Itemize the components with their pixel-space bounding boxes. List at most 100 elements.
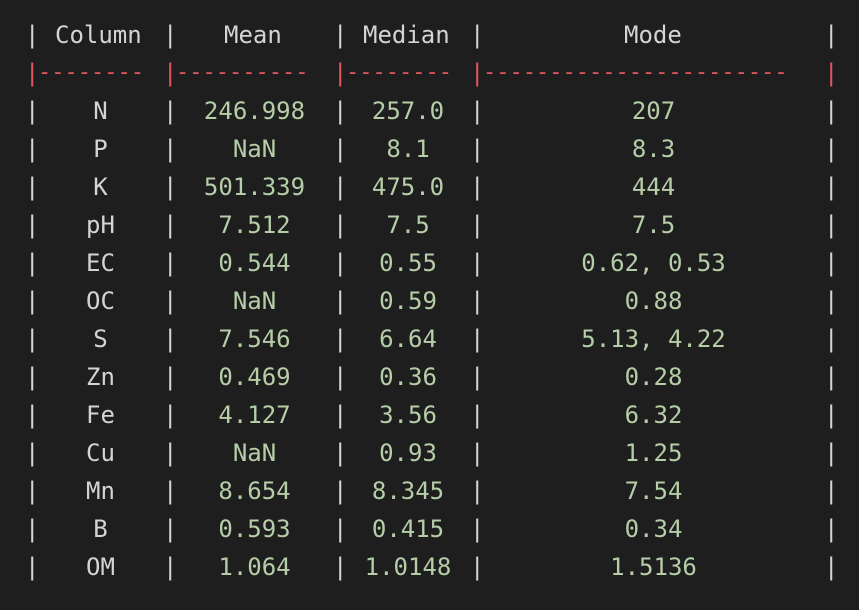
table-row: | | | | | OC NaN 0.59 0.88 [0, 282, 859, 320]
pipe: | [470, 211, 485, 239]
pipe: | [333, 287, 348, 315]
pipe: | [163, 135, 178, 163]
header-mode: Mode [624, 21, 682, 49]
pipe: | [333, 173, 348, 201]
pipe: | [824, 249, 839, 277]
cell-mode: 6.32 [624, 401, 683, 429]
pipe: | [25, 249, 40, 277]
pipe: | [470, 363, 485, 391]
pipe: | [333, 21, 348, 49]
pipe: | [163, 173, 178, 201]
pipe: | [25, 135, 40, 163]
pipe: | [333, 249, 348, 277]
cell-column: S [93, 325, 108, 353]
pipe: | [163, 515, 178, 543]
separator-pipe: | [470, 59, 485, 87]
cell-median: 0.55 [379, 249, 437, 277]
pipe: | [333, 515, 348, 543]
pipe: | [470, 135, 485, 163]
pipe: | [470, 477, 485, 505]
table-row: | | | | | B 0.593 0.415 0.34 [0, 510, 859, 548]
cell-median: 475.0 [371, 173, 445, 201]
pipe: | [824, 553, 839, 581]
table-row: | | | | | N 246.998 257.0 207 [0, 92, 859, 130]
cell-mode: 1.5136 [610, 553, 697, 581]
cell-column: Mn [86, 477, 115, 505]
pipe: | [824, 21, 839, 49]
cell-median: 0.415 [371, 515, 445, 543]
pipe: | [25, 97, 40, 125]
pipe: | [824, 401, 839, 429]
pipe: | [470, 401, 485, 429]
pipe: | [25, 477, 40, 505]
pipe: | [163, 401, 178, 429]
cell-mode: 5.13, 4.22 [581, 325, 726, 353]
pipe: | [333, 439, 348, 467]
pipe: | [824, 477, 839, 505]
pipe: | [333, 325, 348, 353]
pipe: | [163, 553, 178, 581]
cell-column: Fe [86, 401, 115, 429]
cell-mean: 0.544 [218, 249, 291, 277]
cell-mode: 8.3 [631, 135, 676, 163]
separator-pipe: | [333, 59, 348, 87]
cell-column: N [93, 97, 108, 125]
pipe: | [25, 553, 40, 581]
separator-dashes: -------- [38, 60, 144, 85]
cell-column: pH [86, 211, 115, 239]
pipe: | [25, 363, 40, 391]
pipe: | [25, 287, 40, 315]
cell-column: EC [86, 249, 115, 277]
cell-mode: 7.5 [631, 211, 676, 239]
pipe: | [824, 515, 839, 543]
cell-mean: 8.654 [218, 477, 291, 505]
cell-column: Cu [86, 439, 115, 467]
cell-mode: 0.28 [624, 363, 683, 391]
table-row: | | | | | Zn 0.469 0.36 0.28 [0, 358, 859, 396]
cell-median: 7.5 [386, 211, 430, 239]
cell-median: 257.0 [371, 97, 445, 125]
cell-median: 0.36 [379, 363, 437, 391]
pipe: | [824, 363, 839, 391]
table-row: | | | | | pH 7.512 7.5 7.5 [0, 206, 859, 244]
table-row: | | | | | S 7.546 6.64 5.13, 4.22 [0, 320, 859, 358]
pipe: | [163, 439, 178, 467]
pipe: | [470, 249, 485, 277]
separator-pipe: | [25, 59, 40, 87]
pipe: | [470, 515, 485, 543]
pipe: | [470, 553, 485, 581]
pipe: | [163, 325, 178, 353]
separator-dashes: ----------------------- [483, 60, 788, 85]
cell-column: B [93, 515, 108, 543]
cell-mode: 7.54 [624, 477, 683, 505]
cell-mean: NaN [232, 439, 277, 467]
pipe: | [163, 97, 178, 125]
pipe: | [163, 477, 178, 505]
pipe: | [333, 553, 348, 581]
pipe: | [25, 21, 40, 49]
pipe: | [163, 249, 178, 277]
table-row: | | | | | K 501.339 475.0 444 [0, 168, 859, 206]
cell-median: 8.1 [386, 135, 430, 163]
cell-mode: 0.34 [624, 515, 683, 543]
cell-column: OM [86, 553, 115, 581]
cell-median: 8.345 [371, 477, 445, 505]
cell-median: 1.0148 [364, 553, 452, 581]
pipe: | [333, 211, 348, 239]
header-column: Column [55, 21, 142, 49]
cell-mean: 1.064 [218, 553, 291, 581]
cell-mean: 246.998 [203, 97, 306, 125]
pipe: | [824, 211, 839, 239]
table-row: | | | | | Mn 8.654 8.345 7.54 [0, 472, 859, 510]
table-row: | | | | | Cu NaN 0.93 1.25 [0, 434, 859, 472]
pipe: | [470, 21, 485, 49]
cell-mode: 1.25 [624, 439, 683, 467]
separator-pipe: | [824, 59, 839, 87]
pipe: | [333, 97, 348, 125]
cell-mean: 7.546 [218, 325, 291, 353]
cell-mean: 0.469 [218, 363, 291, 391]
table-row: | | | | | P NaN 8.1 8.3 [0, 130, 859, 168]
pipe: | [163, 211, 178, 239]
cell-median: 6.64 [379, 325, 437, 353]
